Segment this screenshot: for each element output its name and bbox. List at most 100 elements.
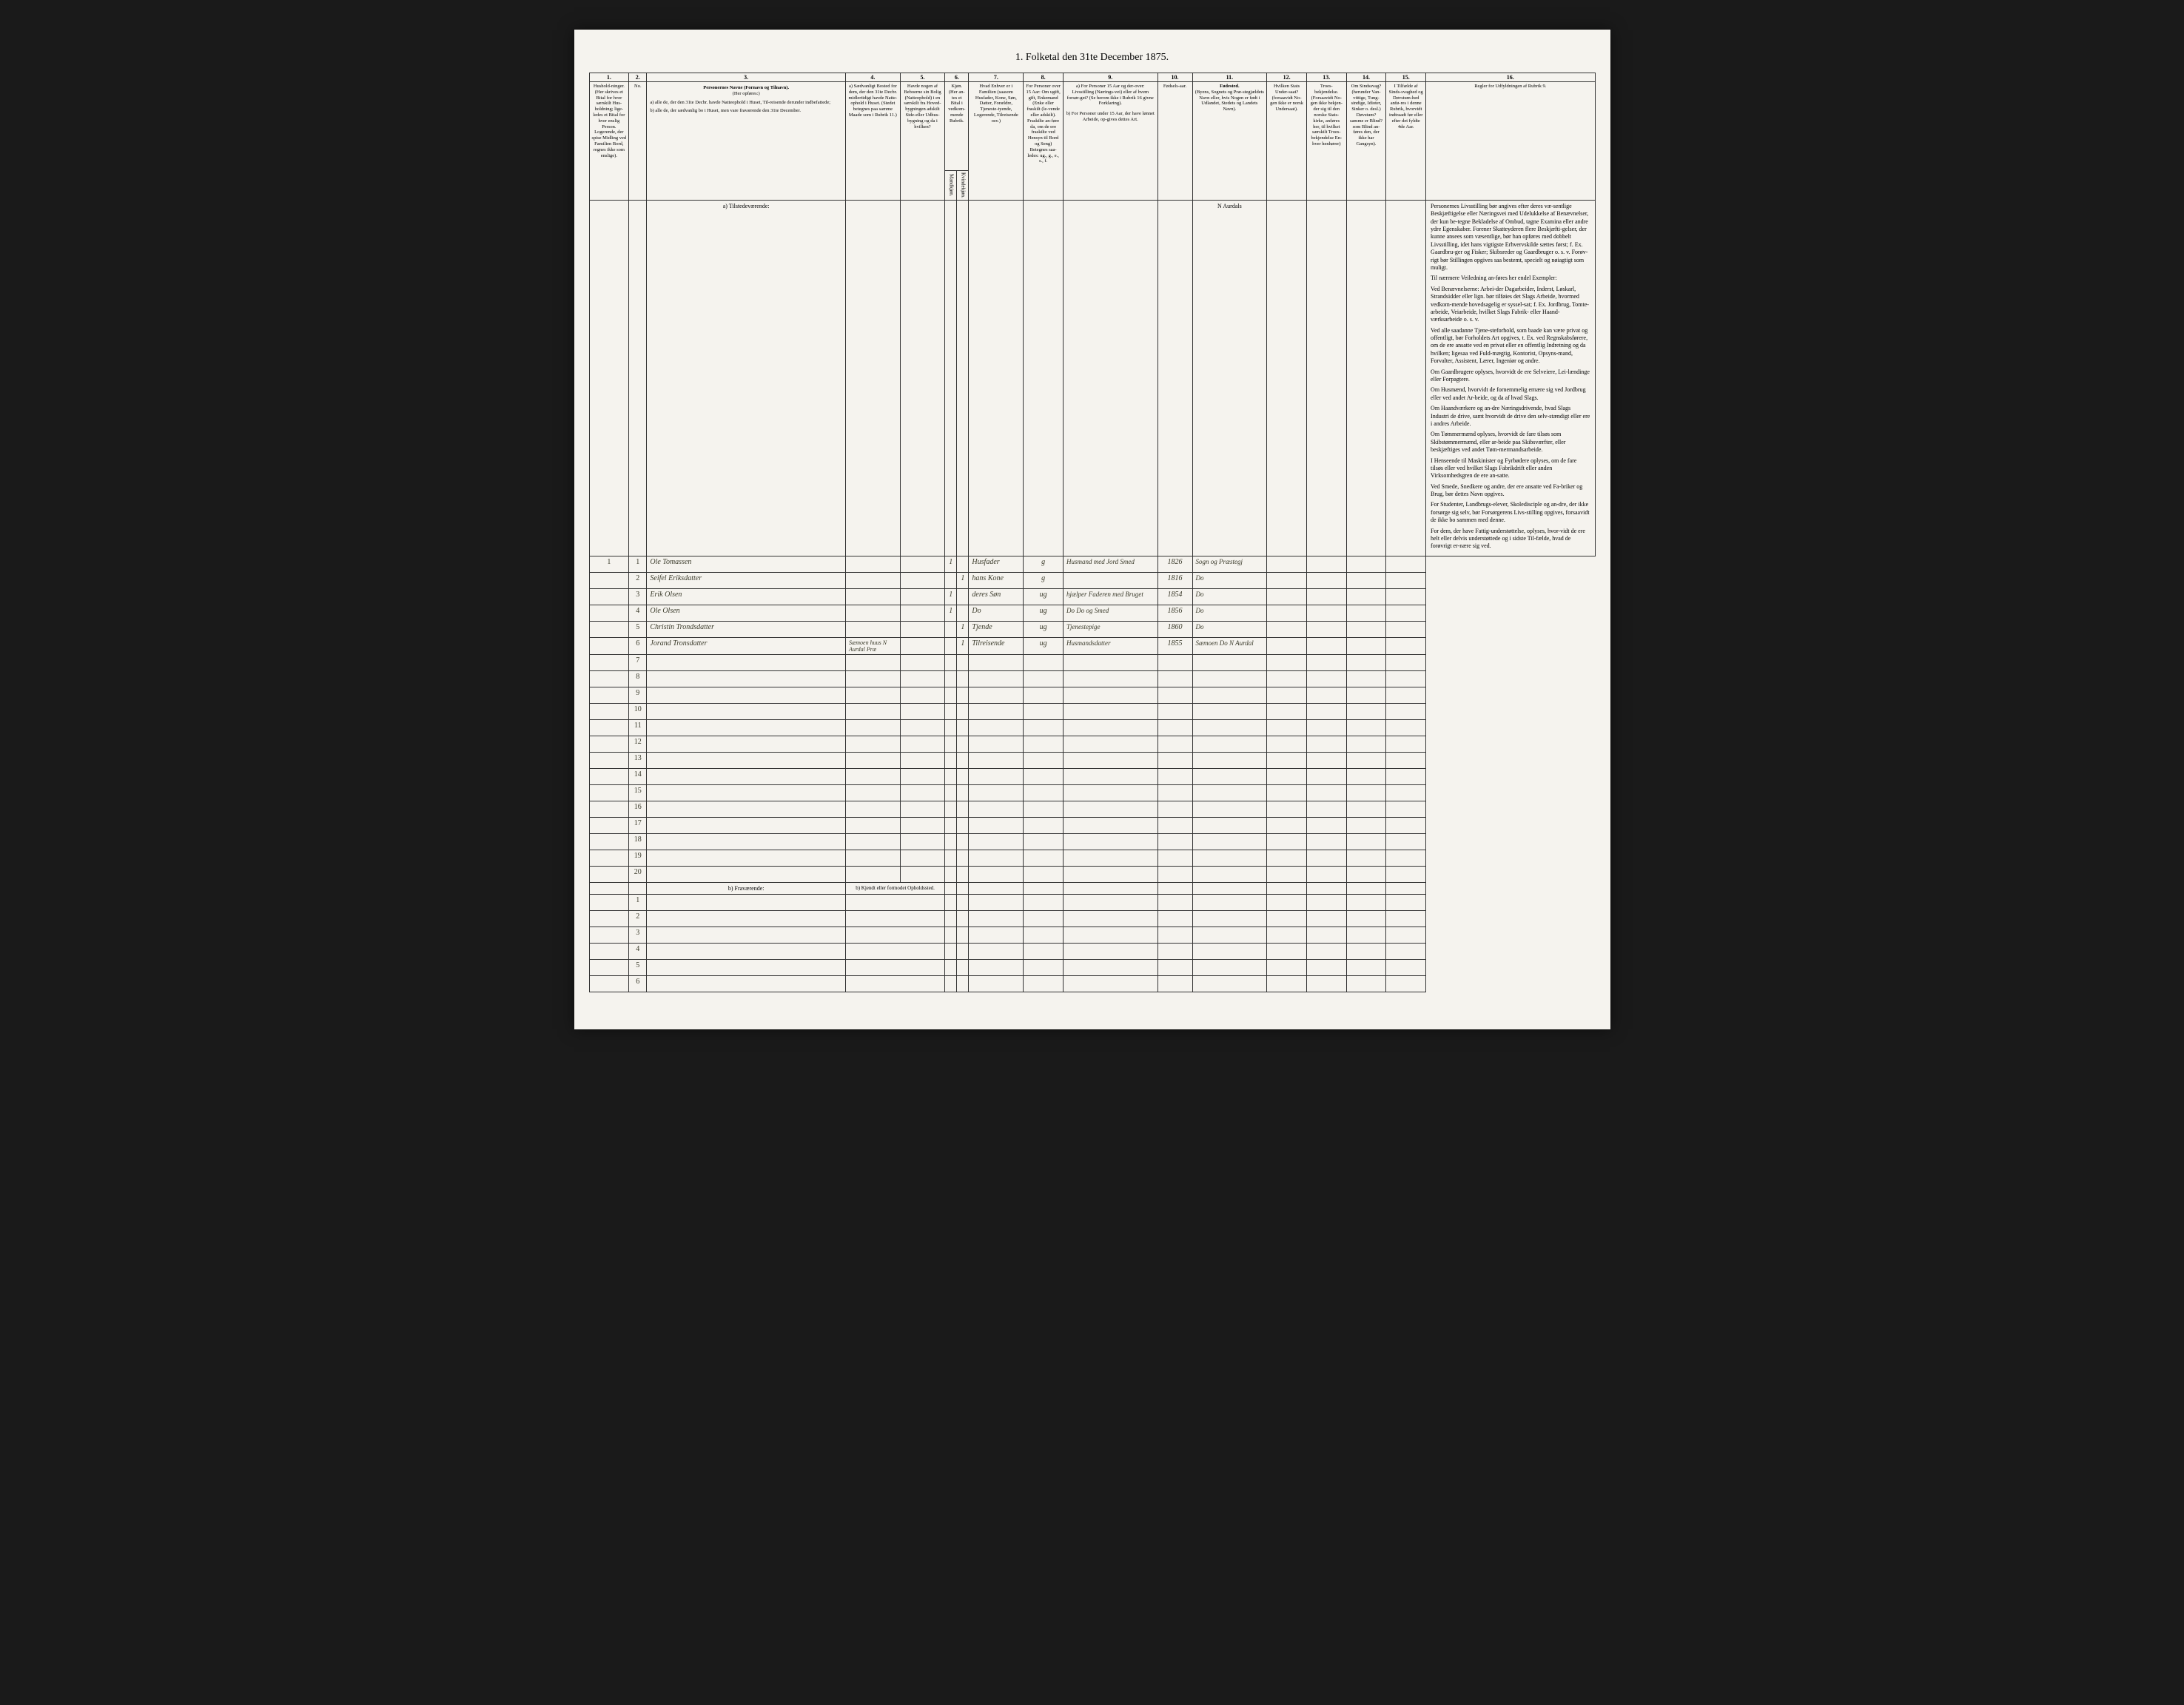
col5 xyxy=(900,605,944,621)
table-row: 6 xyxy=(589,975,1595,992)
section-b-row: b) Fraværende: b) Kjendt eller formodet … xyxy=(589,882,1595,894)
colnum-9: 9. xyxy=(1063,73,1157,82)
table-row: 10 xyxy=(589,703,1595,719)
table-row: 7 xyxy=(589,654,1595,670)
instruction-paragraph: Om Tømmermænd oplyses, hvorvidt de fare … xyxy=(1431,431,1590,454)
usual-residence xyxy=(845,605,900,621)
col14 xyxy=(1346,572,1386,588)
marital-status: ug xyxy=(1024,621,1064,637)
marital-status: g xyxy=(1024,556,1064,572)
col12 xyxy=(1267,621,1307,637)
col15 xyxy=(1386,637,1426,654)
header-3: Personernes Navne (Fornavn og Tilnavn). … xyxy=(647,82,846,201)
table-row: 13 xyxy=(589,752,1595,768)
birthplace: Do xyxy=(1192,572,1267,588)
header-8: For Personer over 15 Aar: Om ugift, gift… xyxy=(1024,82,1064,201)
col12 xyxy=(1267,637,1307,654)
colnum-11: 11. xyxy=(1192,73,1267,82)
person-num: 13 xyxy=(629,752,647,768)
table-row: 4 Ole Olsen 1 Do ug Do Do og Smed 1856 D… xyxy=(589,605,1595,621)
instruction-paragraph: Personernes Livsstilling bør angives eft… xyxy=(1431,203,1590,272)
usual-residence xyxy=(845,572,900,588)
birth-year: 1860 xyxy=(1157,621,1192,637)
household-num: 1 xyxy=(589,556,629,572)
instruction-paragraph: For dem, der have Fattig-understøttelse,… xyxy=(1431,528,1590,551)
col15 xyxy=(1386,556,1426,572)
marital-status: g xyxy=(1024,572,1064,588)
h3-sub: (Her opføres:) xyxy=(650,91,842,97)
table-row: 17 xyxy=(589,817,1595,833)
header-6a: Mandkjøn. xyxy=(945,171,957,201)
usual-residence xyxy=(845,588,900,605)
h9-b: b) For Personer under 15 Aar, der have l… xyxy=(1066,111,1155,123)
colnum-10: 10. xyxy=(1157,73,1192,82)
form-title: 1. Folketal den 31te December 1875. xyxy=(589,52,1596,64)
person-num: 19 xyxy=(629,850,647,866)
female-mark xyxy=(957,556,969,572)
instruction-paragraph: I Henseende til Maskinister og Fyrbødere… xyxy=(1431,457,1590,480)
person-name: Ole Olsen xyxy=(647,605,846,621)
marital-status: ug xyxy=(1024,637,1064,654)
col14 xyxy=(1346,588,1386,605)
person-num: 8 xyxy=(629,670,647,687)
header-2: No. xyxy=(629,82,647,201)
table-row: 6 Jorand Tronsdatter Sæmoen huus N Aurda… xyxy=(589,637,1595,654)
male-mark: 1 xyxy=(945,605,957,621)
col15 xyxy=(1386,588,1426,605)
person-num: 4 xyxy=(629,605,647,621)
female-mark xyxy=(957,605,969,621)
female-mark xyxy=(957,588,969,605)
col13 xyxy=(1306,588,1346,605)
birth-year: 1856 xyxy=(1157,605,1192,621)
col12 xyxy=(1267,605,1307,621)
table-row: 2 xyxy=(589,910,1595,927)
header-5: Havde nogen af Beboerne sin Bolig (Natte… xyxy=(900,82,944,201)
household-num xyxy=(589,621,629,637)
table-row: 3 Erik Olsen 1 deres Søn ug hjælper Fade… xyxy=(589,588,1595,605)
household-num xyxy=(589,588,629,605)
col14 xyxy=(1346,637,1386,654)
birthplace: Sogn og Præstegj xyxy=(1192,556,1267,572)
header-11: Fødested. (Byens, Sognets og Præ-stegjæl… xyxy=(1192,82,1267,201)
instruction-paragraph: Om Haandværkere og an-dre Næringsdrivend… xyxy=(1431,405,1590,428)
table-row: 1 xyxy=(589,894,1595,910)
table-row: 8 xyxy=(589,670,1595,687)
col12 xyxy=(1267,572,1307,588)
header-6b: Kvindekjøn. xyxy=(957,171,969,201)
census-form-page: 1. Folketal den 31te December 1875. 1. 2… xyxy=(574,30,1610,1029)
col5 xyxy=(900,556,944,572)
person-num: 4 xyxy=(629,943,647,959)
person-name: Jorand Tronsdatter xyxy=(647,637,846,654)
person-name: Ole Tomassen xyxy=(647,556,846,572)
col14 xyxy=(1346,621,1386,637)
h11-title: Fødested. xyxy=(1195,84,1265,90)
header-7: Hvad Enhver er i Familien (saasom Husfad… xyxy=(969,82,1024,201)
occupation: Husmandsdatter xyxy=(1063,637,1157,654)
colnum-16: 16. xyxy=(1426,73,1595,82)
birthplace: Do xyxy=(1192,588,1267,605)
person-num: 5 xyxy=(629,959,647,975)
table-row: 3 xyxy=(589,927,1595,943)
col13 xyxy=(1306,572,1346,588)
instruction-paragraph: Til nærmere Veiledning an-føres her ende… xyxy=(1431,275,1590,282)
birthplace-header: N Aurdals xyxy=(1192,200,1267,556)
col15 xyxy=(1386,621,1426,637)
col5 xyxy=(900,588,944,605)
person-name: Erik Olsen xyxy=(647,588,846,605)
table-row: 14 xyxy=(589,768,1595,784)
usual-residence xyxy=(845,556,900,572)
colnum-8: 8. xyxy=(1024,73,1064,82)
header-6: Kjøn. (Her an-tes et Bital i vedkom-mend… xyxy=(945,82,969,171)
section-b-note: b) Kjendt eller formodet Opholdssted. xyxy=(845,882,944,894)
usual-residence xyxy=(845,621,900,637)
male-mark xyxy=(945,637,957,654)
person-num: 18 xyxy=(629,833,647,850)
table-row: 19 xyxy=(589,850,1595,866)
person-num: 11 xyxy=(629,719,647,736)
col5 xyxy=(900,572,944,588)
person-num: 2 xyxy=(629,572,647,588)
census-table: 1. 2. 3. 4. 5. 6. 7. 8. 9. 10. 11. 12. 1… xyxy=(589,73,1596,992)
person-num: 20 xyxy=(629,866,647,882)
family-role: Tilreisende xyxy=(969,637,1024,654)
instruction-paragraph: Ved Smede, Snedkere og andre, der ere an… xyxy=(1431,483,1590,499)
